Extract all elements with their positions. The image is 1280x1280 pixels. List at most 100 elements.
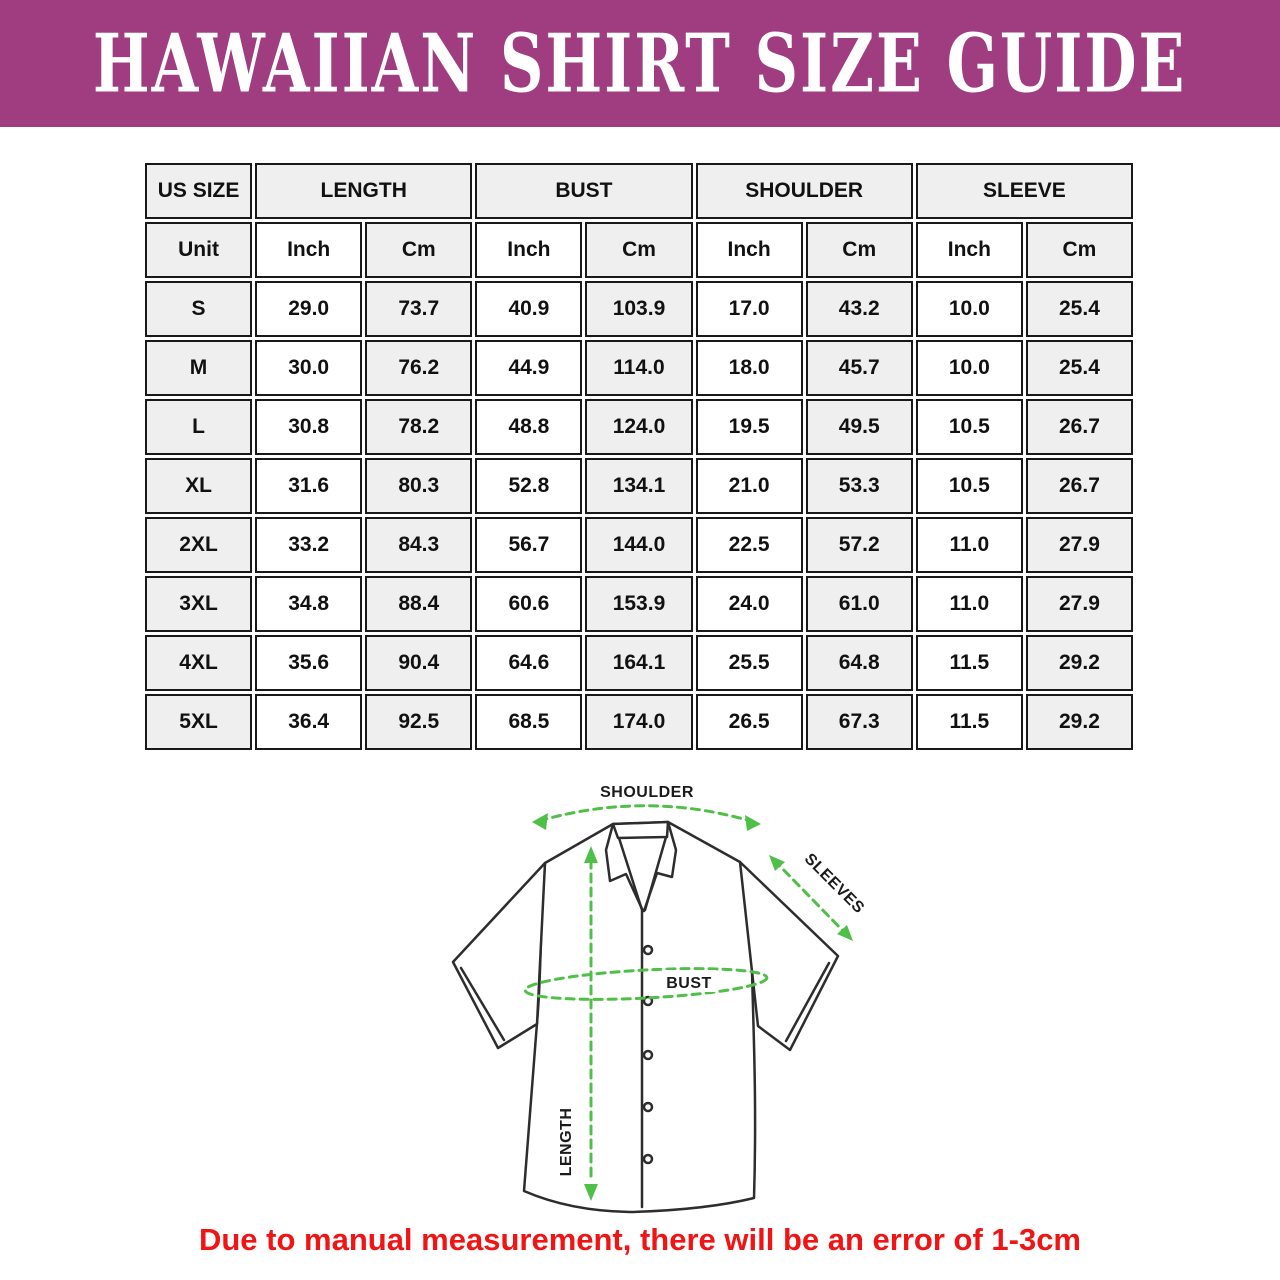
value-cell: 22.5 — [695, 517, 803, 573]
value-cell: 30.0 — [255, 340, 363, 396]
unit-cell: Cm — [365, 222, 473, 278]
value-cell: 29.2 — [1025, 635, 1133, 691]
size-row: XL 31.6 80.3 52.8 134.1 21.0 53.3 10.5 2… — [145, 458, 1133, 514]
sleeves-arrow-top-head — [769, 855, 785, 871]
value-cell: 43.2 — [805, 281, 913, 337]
value-cell: 56.7 — [475, 517, 583, 573]
value-cell: 11.0 — [915, 576, 1023, 632]
collar-band — [611, 820, 670, 840]
right-cuff-hem-line — [784, 961, 831, 1043]
unit-cell: Inch — [915, 222, 1023, 278]
value-cell: 114.0 — [585, 340, 693, 396]
title-banner: HAWAIIAN SHIRT SIZE GUIDE — [0, 0, 1280, 127]
value-cell: 134.1 — [585, 458, 693, 514]
value-cell: 53.3 — [805, 458, 913, 514]
unit-cell: Inch — [475, 222, 583, 278]
value-cell: 35.6 — [255, 635, 363, 691]
button — [642, 1049, 654, 1061]
size-row: 2XL 33.2 84.3 56.7 144.0 22.5 57.2 11.0 … — [145, 517, 1133, 573]
length-arrow-bottom-head — [584, 1184, 598, 1201]
value-cell: 48.8 — [475, 399, 583, 455]
value-cell: 49.5 — [805, 399, 913, 455]
size-cell: 3XL — [145, 576, 253, 632]
size-row: S 29.0 73.7 40.9 103.9 17.0 43.2 10.0 25… — [145, 281, 1133, 337]
value-cell: 34.8 — [255, 576, 363, 632]
value-cell: 84.3 — [365, 517, 473, 573]
value-cell: 64.6 — [475, 635, 583, 691]
value-cell: 92.5 — [365, 694, 473, 750]
measurement-disclaimer: Due to manual measurement, there will be… — [198, 1222, 1082, 1257]
size-cell: 4XL — [145, 635, 253, 691]
value-cell: 27.9 — [1025, 517, 1133, 573]
shirt-diagram-svg: SHOULDER SLEEVES BUST LENGTH — [451, 784, 868, 1214]
size-cell: S — [145, 281, 253, 337]
value-cell: 78.2 — [365, 399, 473, 455]
shoulder-label: SHOULDER — [600, 784, 694, 801]
value-cell: 88.4 — [365, 576, 473, 632]
size-row: M 30.0 76.2 44.9 114.0 18.0 45.7 10.0 25… — [145, 340, 1133, 396]
value-cell: 57.2 — [805, 517, 913, 573]
size-cell: XL — [145, 458, 253, 514]
value-cell: 24.0 — [695, 576, 803, 632]
value-cell: 17.0 — [695, 281, 803, 337]
size-cell: 2XL — [145, 517, 253, 573]
bust-label-backplate — [662, 970, 716, 992]
value-cell: 174.0 — [585, 694, 693, 750]
value-cell: 29.0 — [255, 281, 363, 337]
shoulder-arrow-left-head — [532, 813, 548, 830]
value-cell: 25.5 — [695, 635, 803, 691]
size-cell: M — [145, 340, 253, 396]
header-cell: LENGTH — [255, 163, 473, 219]
collar-right-lapel — [642, 820, 678, 913]
unit-row: Unit Inch Cm Inch Cm Inch Cm Inch Cm — [145, 222, 1133, 278]
value-cell: 11.5 — [915, 635, 1023, 691]
size-row: 5XL 36.4 92.5 68.5 174.0 26.5 67.3 11.5 … — [145, 694, 1133, 750]
shirt-left-sleeve — [451, 861, 547, 1050]
unit-cell: Cm — [585, 222, 693, 278]
bust-label: BUST — [666, 975, 712, 992]
value-cell: 10.0 — [915, 281, 1023, 337]
value-cell: 44.9 — [475, 340, 583, 396]
value-cell: 26.7 — [1025, 458, 1133, 514]
value-cell: 60.6 — [475, 576, 583, 632]
value-cell: 124.0 — [585, 399, 693, 455]
value-cell: 33.2 — [255, 517, 363, 573]
value-cell: 26.7 — [1025, 399, 1133, 455]
length-arrow-top-head — [584, 846, 598, 863]
left-cuff-hem-line — [459, 966, 506, 1042]
size-row: L 30.8 78.2 48.8 124.0 19.5 49.5 10.5 26… — [145, 399, 1133, 455]
value-cell: 64.8 — [805, 635, 913, 691]
bust-ellipse — [523, 967, 769, 1001]
size-table-grid: US SIZE LENGTH BUST SHOULDER SLEEVE Unit… — [142, 160, 1136, 753]
value-cell: 31.6 — [255, 458, 363, 514]
button — [642, 1101, 654, 1113]
value-cell: 21.0 — [695, 458, 803, 514]
button — [642, 1153, 654, 1165]
unit-cell: Inch — [255, 222, 363, 278]
size-row: 3XL 34.8 88.4 60.6 153.9 24.0 61.0 11.0 … — [145, 576, 1133, 632]
value-cell: 164.1 — [585, 635, 693, 691]
value-cell: 45.7 — [805, 340, 913, 396]
value-cell: 68.5 — [475, 694, 583, 750]
shirt-right-sleeve — [738, 860, 840, 1052]
value-cell: 19.5 — [695, 399, 803, 455]
value-cell: 80.3 — [365, 458, 473, 514]
value-cell: 144.0 — [585, 517, 693, 573]
size-cell: L — [145, 399, 253, 455]
value-cell: 61.0 — [805, 576, 913, 632]
value-cell: 90.4 — [365, 635, 473, 691]
header-cell: BUST — [475, 163, 693, 219]
sleeves-label: SLEEVES — [801, 850, 868, 917]
header-cell: US SIZE — [145, 163, 253, 219]
length-label: LENGTH — [558, 1108, 575, 1177]
value-cell: 40.9 — [475, 281, 583, 337]
button — [642, 944, 654, 956]
value-cell: 29.2 — [1025, 694, 1133, 750]
value-cell: 67.3 — [805, 694, 913, 750]
shoulder-arrow-right-head — [745, 815, 761, 831]
unit-cell: Inch — [695, 222, 803, 278]
shirt-measurement-diagram: SHOULDER SLEEVES BUST LENGTH — [420, 770, 880, 1230]
table-header-row: US SIZE LENGTH BUST SHOULDER SLEEVE — [145, 163, 1133, 219]
value-cell: 10.5 — [915, 458, 1023, 514]
